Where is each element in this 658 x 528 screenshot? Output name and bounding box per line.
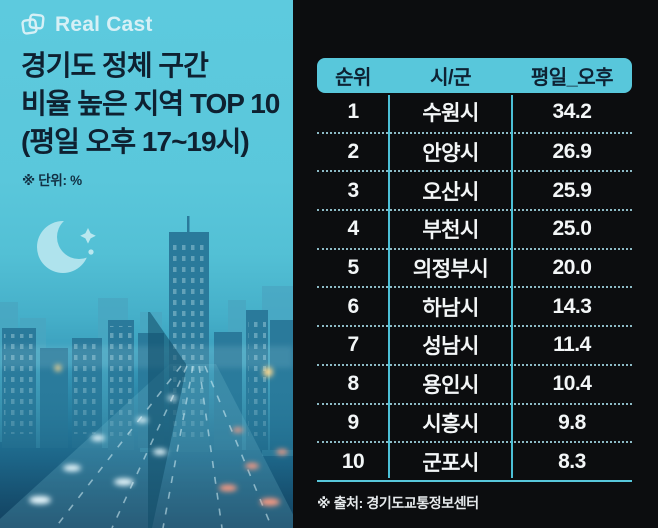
value-cell: 34.2: [552, 100, 592, 124]
city-cell: 수원시: [422, 102, 479, 126]
title-line-2: 비율 높은 지역 TOP 10: [21, 88, 280, 119]
column-header-rank: 순위: [335, 67, 371, 89]
table-row: 10 군포시 8.3: [317, 441, 632, 480]
title-line-1: 경기도 정체 구간: [21, 50, 209, 81]
column-divider: [388, 95, 391, 478]
value-cell: 9.8: [558, 410, 586, 434]
page-title: 경기도 정체 구간 비율 높은 지역 TOP 10 (평일 오후 17~19시): [21, 47, 280, 161]
column-divider: [510, 95, 513, 478]
title-line-3: (평일 오후 17~19시): [21, 126, 250, 157]
rank-cell: 7: [347, 333, 359, 357]
highway-traffic-graphic: [0, 312, 293, 528]
rank-cell: 6: [347, 294, 359, 318]
city-cell: 성남시: [422, 335, 479, 359]
rank-cell: 8: [347, 372, 359, 396]
value-cell: 10.4: [552, 372, 592, 396]
value-cell: 25.0: [552, 217, 592, 241]
rank-cell: 1: [347, 100, 359, 124]
realcast-logo-icon: [21, 13, 45, 35]
right-panel: 순위 시/군 평일_오후 1 수원시 34.2 2 안양시 26.9: [293, 0, 658, 528]
brand-name: Real Cast: [55, 13, 153, 36]
city-cell: 군포시: [422, 451, 479, 475]
table-header: 순위 시/군 평일_오후: [317, 58, 632, 93]
unit-note: ※ 단위: %: [22, 173, 82, 188]
rank-cell: 2: [347, 140, 359, 164]
city-cell: 의정부시: [412, 258, 489, 282]
brand-logo: Real Cast: [20, 11, 153, 39]
city-cell: 부천시: [422, 219, 479, 243]
table-row: 8 용인시 10.4: [317, 363, 632, 403]
left-panel: Real Cast 경기도 정체 구간 비율 높은 지역 TOP 10 (평일 …: [0, 0, 293, 528]
value-cell: 20.0: [552, 256, 592, 280]
city-cell: 안양시: [422, 142, 479, 166]
value-cell: 14.3: [552, 294, 592, 318]
value-cell: 25.9: [552, 178, 592, 202]
rank-table: 순위 시/군 평일_오후 1 수원시 34.2 2 안양시 26.9: [317, 58, 632, 513]
city-cell: 오산시: [422, 180, 479, 204]
value-cell: 26.9: [552, 140, 592, 164]
column-header-city: 시/군: [430, 67, 471, 89]
rank-cell: 10: [341, 449, 365, 473]
city-cell: 하남시: [422, 296, 479, 320]
rank-cell: 4: [347, 217, 359, 241]
value-cell: 8.3: [558, 449, 586, 473]
night-city-traffic-graphic: [0, 216, 293, 528]
table-row: 6 하남시 14.3: [317, 286, 632, 325]
rank-cell: 3: [347, 178, 359, 202]
moon-icon: [37, 221, 89, 273]
table-bottom-rule: [317, 479, 632, 482]
rank-cell: 9: [347, 410, 359, 434]
table-row: 4 부천시 25.0: [317, 209, 632, 248]
table-body: 1 수원시 34.2 2 안양시 26.9 3 오산시 25.9 4 부천시: [317, 93, 632, 480]
source-note: ※ 출처: 경기도교통정보센터: [317, 494, 479, 511]
rank-cell: 5: [347, 256, 359, 280]
table-row: 2 안양시 26.9: [317, 131, 632, 171]
table-row: 7 성남시 11.4: [317, 325, 632, 364]
table-row: 3 오산시 25.9: [317, 170, 632, 209]
city-cell: 시흥시: [422, 412, 479, 436]
table-row: 1 수원시 34.2: [317, 93, 632, 132]
city-cell: 용인시: [422, 374, 479, 398]
star-icon: [80, 228, 96, 255]
table-row: 5 의정부시 20.0: [317, 247, 632, 287]
value-cell: 11.4: [553, 333, 591, 357]
table-row: 9 시흥시 9.8: [317, 402, 632, 442]
column-header-value: 평일_오후: [530, 67, 614, 89]
